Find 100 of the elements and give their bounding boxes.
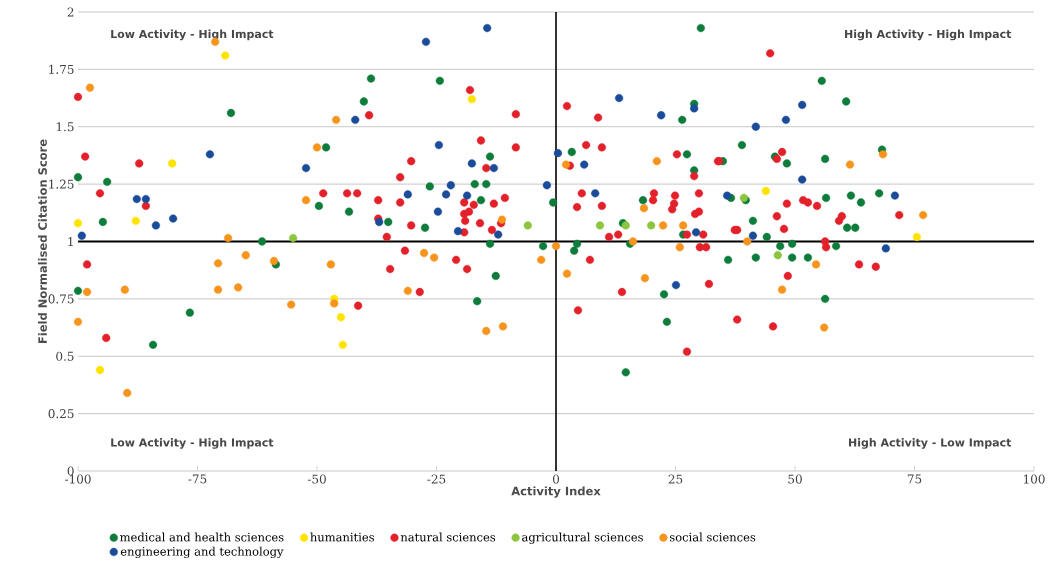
point bbox=[351, 115, 360, 124]
point bbox=[120, 285, 129, 294]
point bbox=[338, 340, 347, 349]
point bbox=[73, 317, 83, 326]
legend-label: social sciences bbox=[669, 532, 756, 542]
point bbox=[912, 232, 921, 242]
annotation: Low Activity - High Impact bbox=[111, 438, 274, 449]
point bbox=[691, 228, 701, 237]
point bbox=[561, 160, 571, 169]
point bbox=[658, 221, 668, 230]
point bbox=[434, 141, 443, 150]
point bbox=[743, 237, 752, 246]
y-tick-label: 1.5 bbox=[56, 122, 74, 132]
point bbox=[494, 230, 503, 239]
point bbox=[748, 231, 758, 240]
point bbox=[497, 215, 507, 224]
point bbox=[221, 51, 230, 60]
point bbox=[77, 231, 86, 240]
legend-label: agricultural sciences bbox=[522, 532, 643, 544]
point bbox=[820, 323, 829, 332]
point bbox=[890, 191, 900, 200]
y-tick-label: 1 bbox=[68, 237, 73, 246]
point bbox=[798, 100, 807, 110]
x-tick-label: -100 bbox=[65, 474, 91, 484]
y-tick-label: 0.5 bbox=[56, 351, 74, 361]
y-tick-label: 0.25 bbox=[48, 409, 74, 419]
x-tick-label: 25 bbox=[668, 474, 683, 484]
point bbox=[675, 243, 684, 252]
point bbox=[123, 388, 132, 398]
x-tick-label: 100 bbox=[1024, 474, 1045, 484]
point bbox=[403, 190, 412, 199]
point bbox=[168, 159, 177, 168]
point bbox=[301, 163, 311, 173]
x-tick-label: 0 bbox=[552, 474, 560, 484]
point bbox=[919, 211, 928, 220]
x-tick-label: -75 bbox=[188, 474, 207, 484]
point bbox=[326, 260, 335, 269]
point bbox=[330, 299, 339, 308]
point bbox=[615, 93, 624, 103]
point bbox=[489, 163, 498, 173]
point bbox=[95, 365, 105, 375]
point bbox=[652, 157, 661, 166]
point bbox=[332, 115, 341, 124]
legend-label: natural sciences bbox=[400, 532, 496, 542]
point bbox=[580, 160, 589, 169]
point bbox=[811, 260, 821, 269]
point bbox=[562, 269, 572, 278]
point bbox=[463, 191, 472, 200]
point bbox=[523, 221, 532, 230]
point bbox=[234, 283, 243, 292]
legend-label: humanities bbox=[310, 532, 374, 542]
point bbox=[82, 287, 92, 297]
point bbox=[132, 194, 141, 204]
point bbox=[845, 160, 855, 169]
point bbox=[213, 259, 223, 268]
point bbox=[213, 285, 223, 294]
point bbox=[798, 175, 807, 184]
point bbox=[287, 300, 296, 309]
point bbox=[289, 233, 298, 243]
point bbox=[205, 150, 215, 159]
point bbox=[657, 111, 666, 120]
point bbox=[537, 255, 546, 264]
x-tick-label: 50 bbox=[788, 474, 802, 484]
point bbox=[551, 241, 561, 251]
annotation: High Activity - Low Impact bbox=[849, 438, 1012, 449]
point bbox=[483, 23, 492, 33]
point bbox=[591, 189, 600, 198]
point bbox=[595, 221, 605, 230]
annotation: Low Activity - High Impact bbox=[111, 29, 274, 41]
x-tick-label: 75 bbox=[907, 474, 922, 484]
point bbox=[433, 207, 443, 216]
point bbox=[761, 186, 770, 196]
point bbox=[482, 326, 491, 336]
point bbox=[467, 95, 476, 104]
point bbox=[881, 244, 890, 253]
y-axis-title: Field Normalised Citation Score bbox=[38, 139, 47, 343]
point bbox=[430, 253, 439, 262]
point bbox=[542, 181, 552, 190]
point bbox=[421, 37, 431, 46]
x-tick-label: -25 bbox=[427, 474, 446, 484]
point bbox=[751, 122, 760, 131]
point bbox=[419, 248, 429, 258]
point bbox=[647, 221, 656, 230]
point bbox=[375, 217, 384, 227]
legend-label: engineering and technology bbox=[120, 546, 284, 559]
point bbox=[441, 190, 451, 199]
y-tick-label: 1.25 bbox=[49, 179, 74, 189]
y-tick-label: 0 bbox=[67, 466, 74, 476]
point bbox=[224, 233, 233, 243]
point bbox=[446, 181, 455, 190]
y-tick-label: 0.75 bbox=[48, 294, 74, 304]
point bbox=[498, 322, 508, 331]
point bbox=[301, 196, 311, 205]
point bbox=[312, 143, 322, 152]
y-tick-label: 2 bbox=[67, 7, 74, 17]
point bbox=[778, 285, 787, 294]
point bbox=[151, 221, 161, 230]
point bbox=[169, 214, 178, 223]
point bbox=[679, 221, 688, 230]
x-axis-title: Activity Index bbox=[511, 486, 601, 498]
